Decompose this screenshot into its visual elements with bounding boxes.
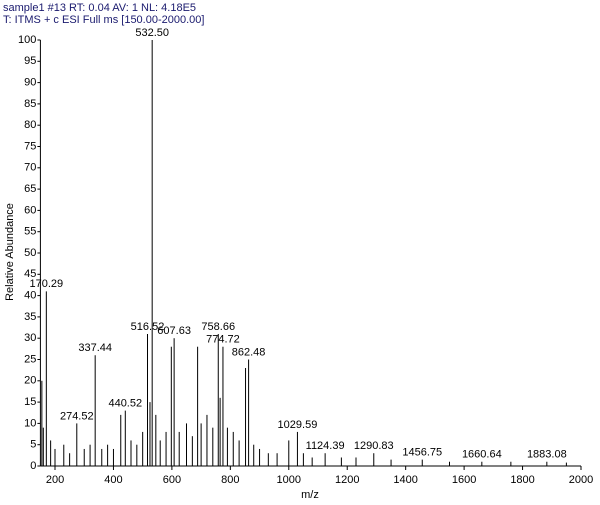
y-tick-label: 50 [24, 247, 36, 259]
y-tick-label: 5 [30, 439, 36, 451]
x-tick-label: 1200 [335, 474, 359, 486]
x-tick-label: 200 [46, 474, 64, 486]
y-tick-label: 45 [24, 268, 36, 280]
y-tick-label: 40 [24, 290, 36, 302]
y-tick-label: 75 [24, 140, 36, 152]
y-tick-label: 85 [24, 98, 36, 110]
y-tick-label: 95 [24, 55, 36, 67]
chart-title: sample1 #13 RT: 0.04 AV: 1 NL: 4.18E5 [3, 2, 196, 14]
peak-label: 862.48 [232, 346, 266, 358]
x-tick-label: 800 [221, 474, 239, 486]
x-tick-label: 400 [104, 474, 122, 486]
x-tick-label: 600 [163, 474, 181, 486]
y-tick-label: 20 [24, 375, 36, 387]
y-tick-label: 55 [24, 226, 36, 238]
peak-label: 774.72 [206, 334, 240, 346]
peak-label: 516.52 [131, 321, 165, 333]
y-tick-label: 80 [24, 119, 36, 131]
y-tick-label: 35 [24, 311, 36, 323]
y-tick-label: 70 [24, 162, 36, 174]
peak-label: 532.50 [135, 27, 169, 39]
x-tick-label: 1000 [277, 474, 301, 486]
y-tick-label: 10 [24, 417, 36, 429]
peak-label: 1124.39 [306, 440, 345, 452]
peak-label: 1883.08 [527, 449, 567, 461]
x-tick-label: 1800 [510, 474, 534, 486]
x-axis-label: m/z [301, 489, 319, 501]
peak-label: 274.52 [60, 410, 94, 422]
peak-label: 607.63 [157, 325, 191, 337]
x-tick-label: 1400 [393, 474, 417, 486]
peak-label: 1029.59 [278, 419, 318, 431]
peak-label: 170.29 [30, 278, 64, 290]
peak-label: 1290.83 [354, 440, 394, 452]
y-tick-label: 25 [24, 353, 36, 365]
x-tick-label: 2000 [569, 474, 593, 486]
peak-label: 1456.75 [402, 447, 442, 459]
y-tick-label: 60 [24, 204, 36, 216]
x-tick-label: 1600 [452, 474, 476, 486]
peak-label: 337.44 [78, 342, 112, 354]
y-tick-label: 30 [24, 332, 36, 344]
peak-label: 440.52 [108, 398, 142, 410]
y-tick-label: 100 [18, 34, 36, 46]
peak-label: 1660.64 [462, 449, 502, 461]
y-tick-label: 90 [24, 77, 36, 89]
y-axis-label: Relative Abundance [4, 203, 16, 301]
y-tick-label: 0 [30, 460, 36, 472]
y-tick-label: 65 [24, 183, 36, 195]
peak-label: 758.66 [201, 321, 235, 333]
y-tick-label: 15 [24, 396, 36, 408]
chart-subtitle: T: ITMS + c ESI Full ms [150.00-2000.00] [3, 14, 204, 26]
